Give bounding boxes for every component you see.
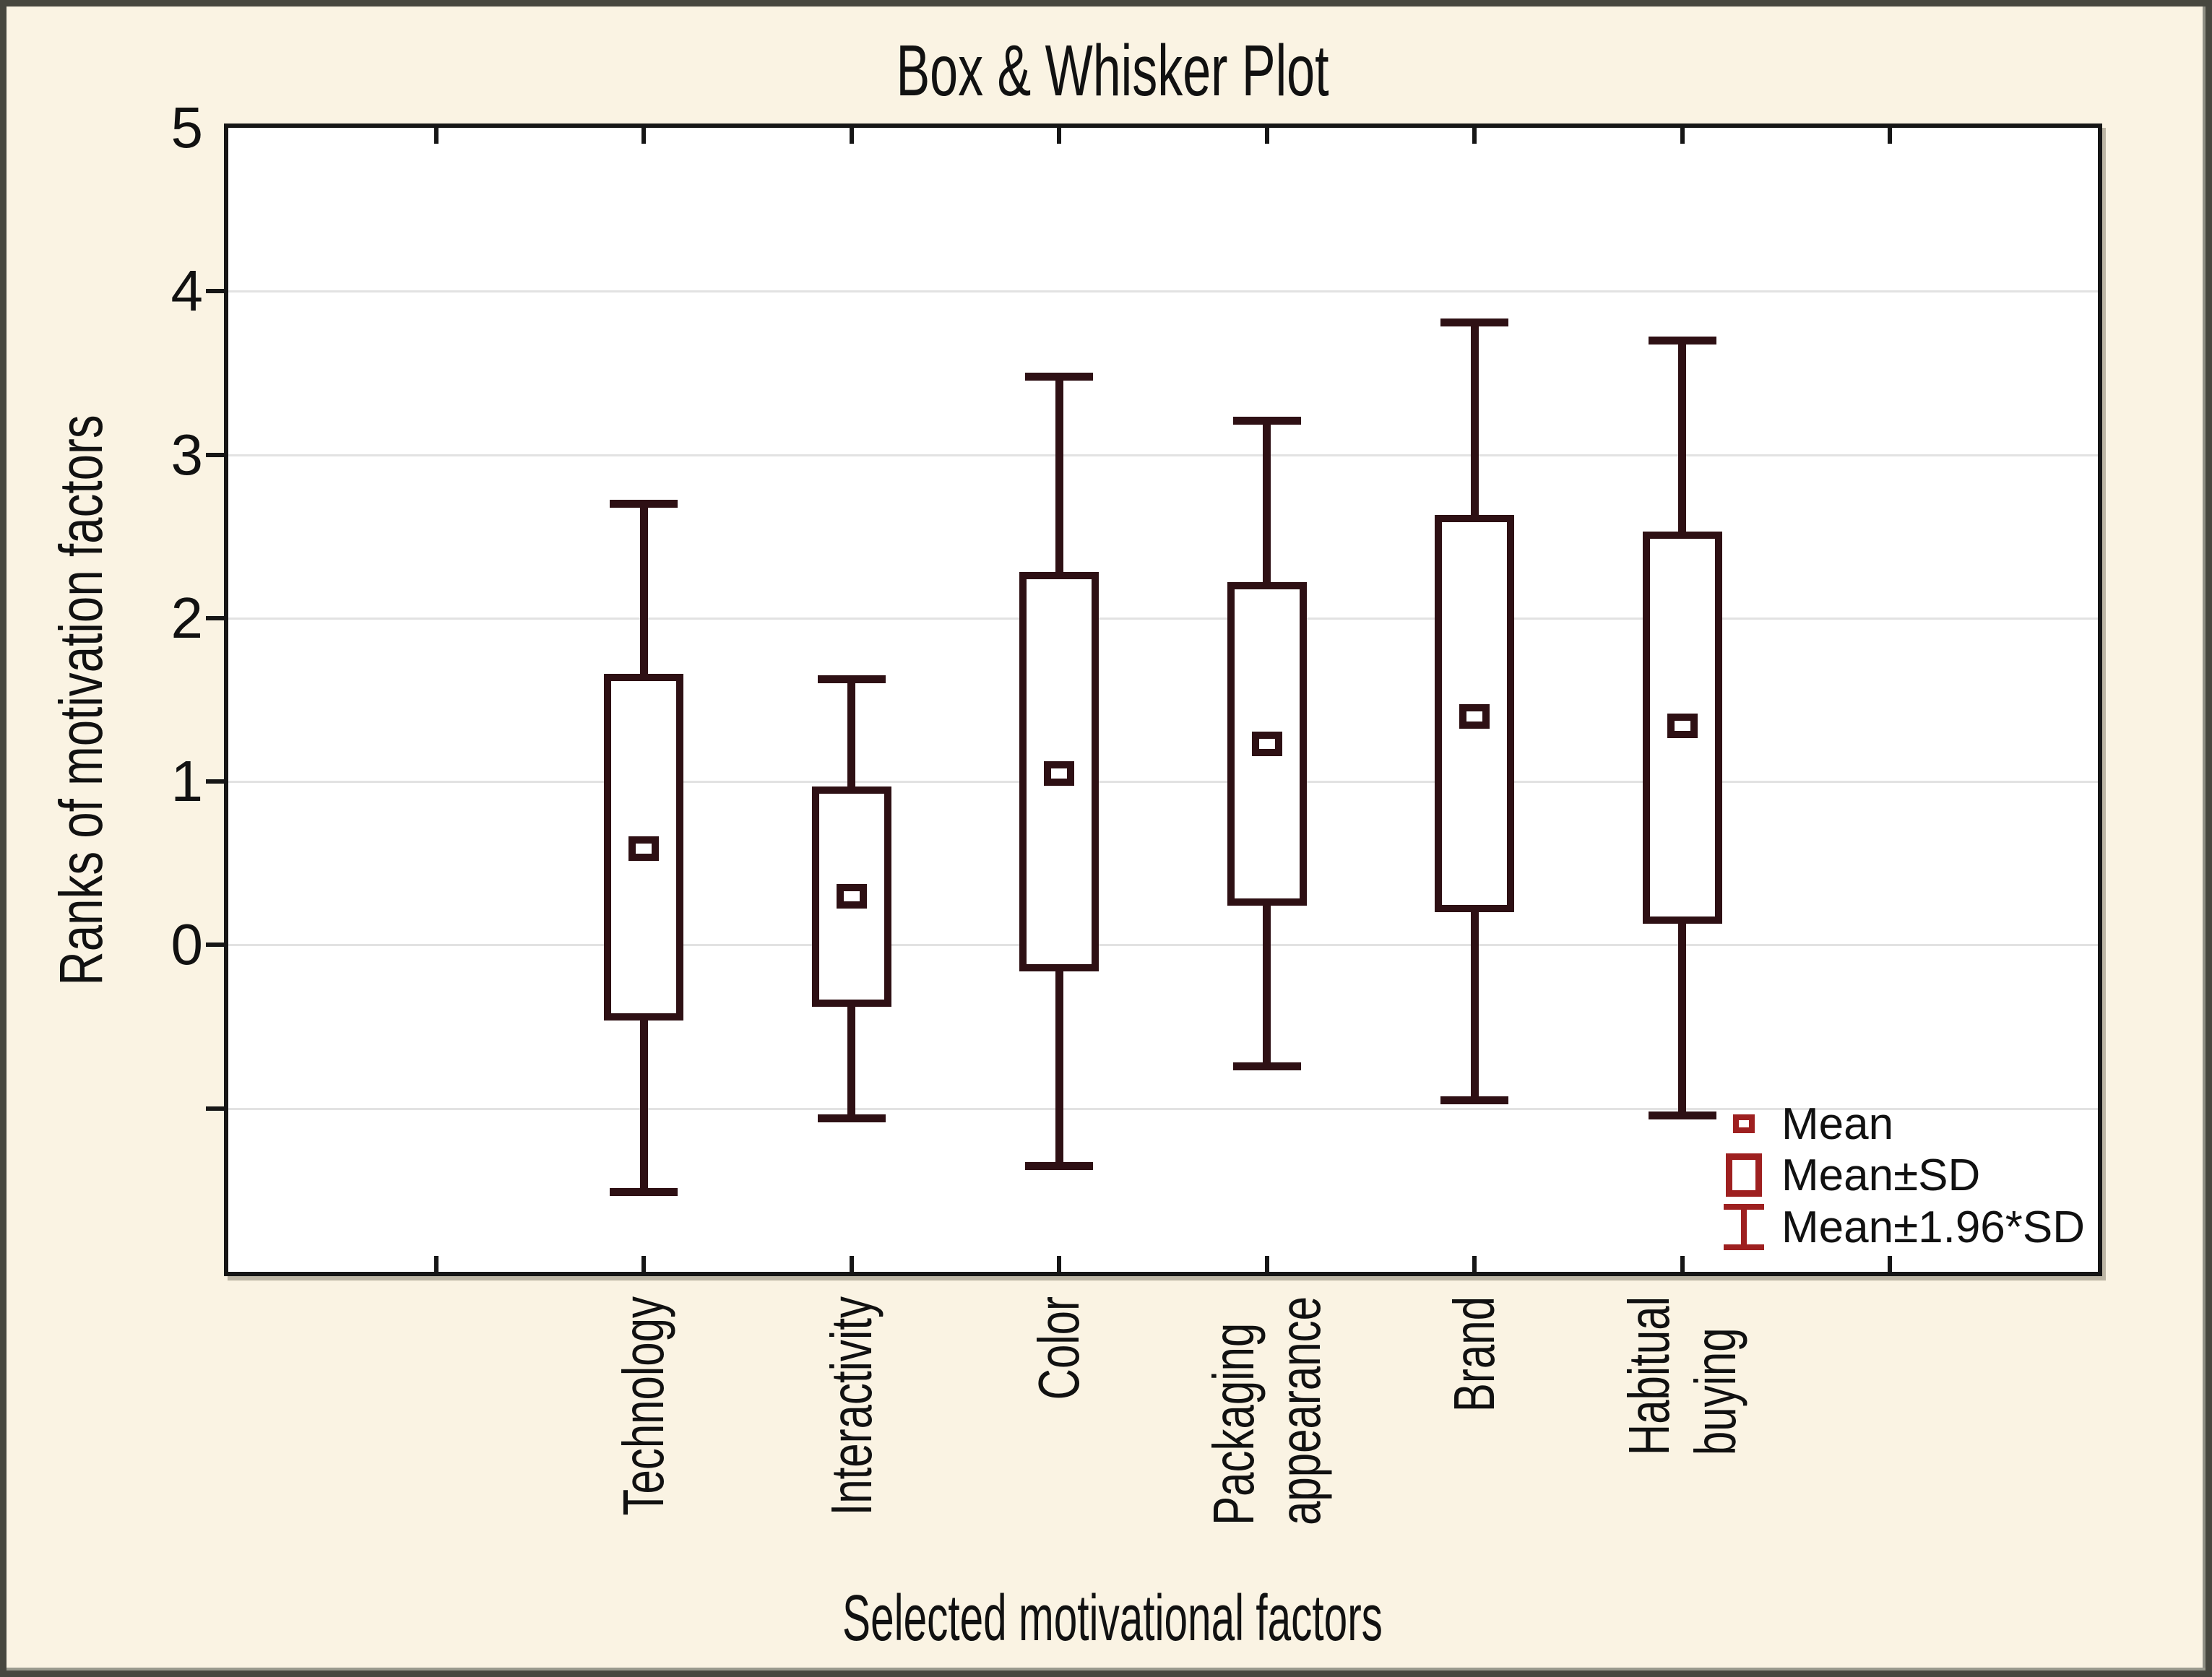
x-tick-top: [433, 128, 438, 144]
y-tick-0: [206, 942, 224, 948]
x-tick-label-packaging-appearance: Packaging appearance: [1201, 1296, 1332, 1525]
mean-marker: [1251, 732, 1282, 757]
legend-symbol-cell: [1722, 1153, 1766, 1197]
x-tick-bottom: [849, 1256, 854, 1272]
whisker-cap-top: [610, 500, 678, 508]
legend-whisker-icon: [1724, 1204, 1764, 1250]
whisker-line: [1741, 1204, 1747, 1250]
legend: Mean Mean±SD Mean±1.96*SD: [1722, 1088, 2098, 1262]
y-tick-label-2: 2: [170, 585, 204, 650]
x-tick-bottom: [641, 1256, 647, 1272]
plot-area: Mean Mean±SD Mean±1.96*SD: [224, 124, 2102, 1276]
mean-marker: [1044, 760, 1075, 786]
legend-symbol-cell: [1722, 1114, 1766, 1133]
whisker-cap-bottom: [610, 1188, 678, 1197]
x-tick-bottom: [1888, 1256, 1893, 1272]
legend-symbol-cell: [1722, 1204, 1766, 1250]
x-tick-label-brand: Brand: [1442, 1296, 1507, 1413]
y-tick-4: [206, 289, 224, 294]
x-tick-label-habitual-buying: Habitual buying: [1616, 1296, 1747, 1456]
y-tick-label-3: 3: [170, 422, 204, 487]
whisker-cap-bottom: [1232, 1062, 1301, 1070]
gridline-y--1: [228, 1107, 2098, 1110]
x-tick-bottom: [433, 1256, 438, 1272]
whisker-cap-top: [1440, 318, 1509, 327]
legend-sd-box-icon: [1726, 1153, 1762, 1197]
y-tick--1: [206, 1106, 224, 1111]
x-tick-top: [1264, 128, 1269, 144]
x-tick-bottom: [1057, 1256, 1062, 1272]
sd-box: [1019, 572, 1099, 971]
legend-item-mean-sd: Mean±SD: [1722, 1150, 1980, 1200]
legend-mean-icon: [1733, 1114, 1755, 1133]
x-tick-top: [1472, 128, 1477, 144]
legend-item-mean: Mean: [1722, 1098, 1893, 1149]
whisker-cap-top: [1232, 417, 1301, 425]
gridline-y-0: [228, 944, 2098, 947]
x-tick-label-interactivity: Interactivity: [818, 1296, 883, 1516]
x-tick-bottom: [1264, 1256, 1269, 1272]
x-tick-bottom: [1472, 1256, 1477, 1272]
whisker-cap-top: [1025, 372, 1094, 381]
whisker-cap-top: [1648, 337, 1716, 345]
x-tick-label-color: Color: [1027, 1296, 1092, 1400]
gridline-y-2: [228, 617, 2098, 620]
x-tick-bottom: [1680, 1256, 1685, 1272]
y-axis-title-text: Ranks of motivation factors: [47, 414, 116, 986]
mean-marker: [1459, 703, 1490, 729]
x-tick-top: [641, 128, 647, 144]
y-tick-label-1: 1: [170, 749, 204, 814]
whisker-cap-bottom: [1025, 1161, 1094, 1170]
whisker-cap-bottom: [1724, 1244, 1764, 1250]
mean-marker: [1667, 714, 1698, 739]
gridline-y-1: [228, 781, 2098, 784]
y-tick-label-4: 4: [170, 259, 204, 324]
whisker-cap-bottom: [1648, 1111, 1716, 1119]
whisker-cap-top: [817, 675, 886, 683]
x-tick-top: [1057, 128, 1062, 144]
y-tick-label-0: 0: [170, 912, 204, 977]
mean-marker: [836, 883, 867, 909]
mean-marker: [628, 836, 660, 861]
legend-label: Mean±SD: [1781, 1150, 1981, 1200]
chart-title: Box & Whisker Plot: [896, 30, 1329, 111]
y-tick-3: [206, 452, 224, 457]
y-tick-label-5: 5: [170, 95, 204, 160]
x-tick-top: [1888, 128, 1893, 144]
legend-label: Mean: [1781, 1098, 1894, 1149]
legend-label: Mean±1.96*SD: [1781, 1202, 2086, 1252]
x-axis-title: Selected motivational factors: [842, 1582, 1383, 1655]
gridline-y-4: [228, 290, 2098, 293]
y-tick-2: [206, 615, 224, 620]
whisker-cap-bottom: [817, 1114, 886, 1123]
x-tick-top: [849, 128, 854, 144]
gridline-y-3: [228, 454, 2098, 456]
whisker-cap-bottom: [1440, 1096, 1509, 1105]
whisker-cap-top: [1724, 1204, 1764, 1210]
x-tick-top: [1680, 128, 1685, 144]
x-tick-label-technology: Technology: [611, 1296, 676, 1516]
legend-item-mean-1-96-sd: Mean±1.96*SD: [1722, 1202, 2085, 1252]
y-tick-1: [206, 779, 224, 784]
